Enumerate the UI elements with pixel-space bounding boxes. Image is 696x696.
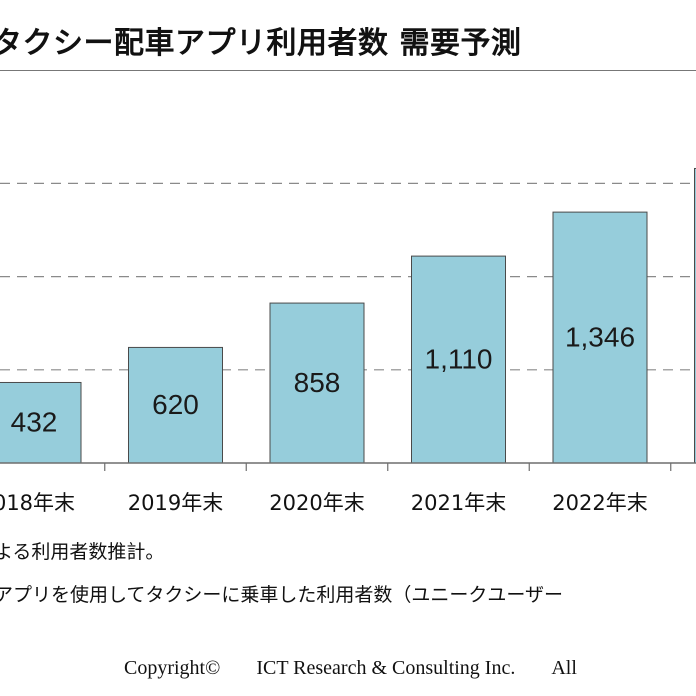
x-axis [0, 462, 696, 471]
data-label: 1,346 [565, 322, 635, 353]
footnote-2: アプリを使用してタクシーに乗車した利用者数（ユニークユーザー [0, 584, 564, 606]
data-label: 432 [11, 407, 58, 438]
x-tick-label: 2022年末 [552, 491, 647, 515]
bar [411, 255, 506, 464]
data-labels: 432 620 858 1,110 1,346 [11, 322, 635, 438]
bar [552, 211, 648, 464]
x-tick-labels: 018年末2019年末2020年末2021年末2022年末20 [0, 491, 648, 515]
x-tick-label: 2019年末 [128, 491, 223, 515]
bar [694, 167, 696, 464]
footnote-1: よる利用者数推計。 [0, 541, 165, 563]
title-divider [0, 70, 696, 71]
copyright-label: Copyright© [124, 657, 221, 679]
copyright: Copyright© ICT Research & Consulting Inc.… [124, 657, 613, 680]
copyright-company: ICT Research & Consulting Inc. [256, 657, 516, 679]
bar [269, 302, 365, 464]
x-tick-label: 2021年末 [411, 491, 506, 515]
copyright-rights: All [551, 657, 577, 679]
data-label: 858 [294, 367, 341, 398]
x-tick-label: 018年末 [0, 491, 75, 515]
bars [0, 167, 696, 464]
data-label: 1,110 [425, 344, 493, 375]
chart-title: タクシー配車アプリ利用者数 需要予測 [0, 26, 522, 61]
data-label: 620 [152, 389, 199, 420]
x-tick-label: 2020年末 [269, 491, 364, 515]
bar [0, 381, 82, 464]
bar-chart: 432 620 858 1,110 1,346 018年末 2019年末 2020年末 202… [0, 167, 696, 515]
